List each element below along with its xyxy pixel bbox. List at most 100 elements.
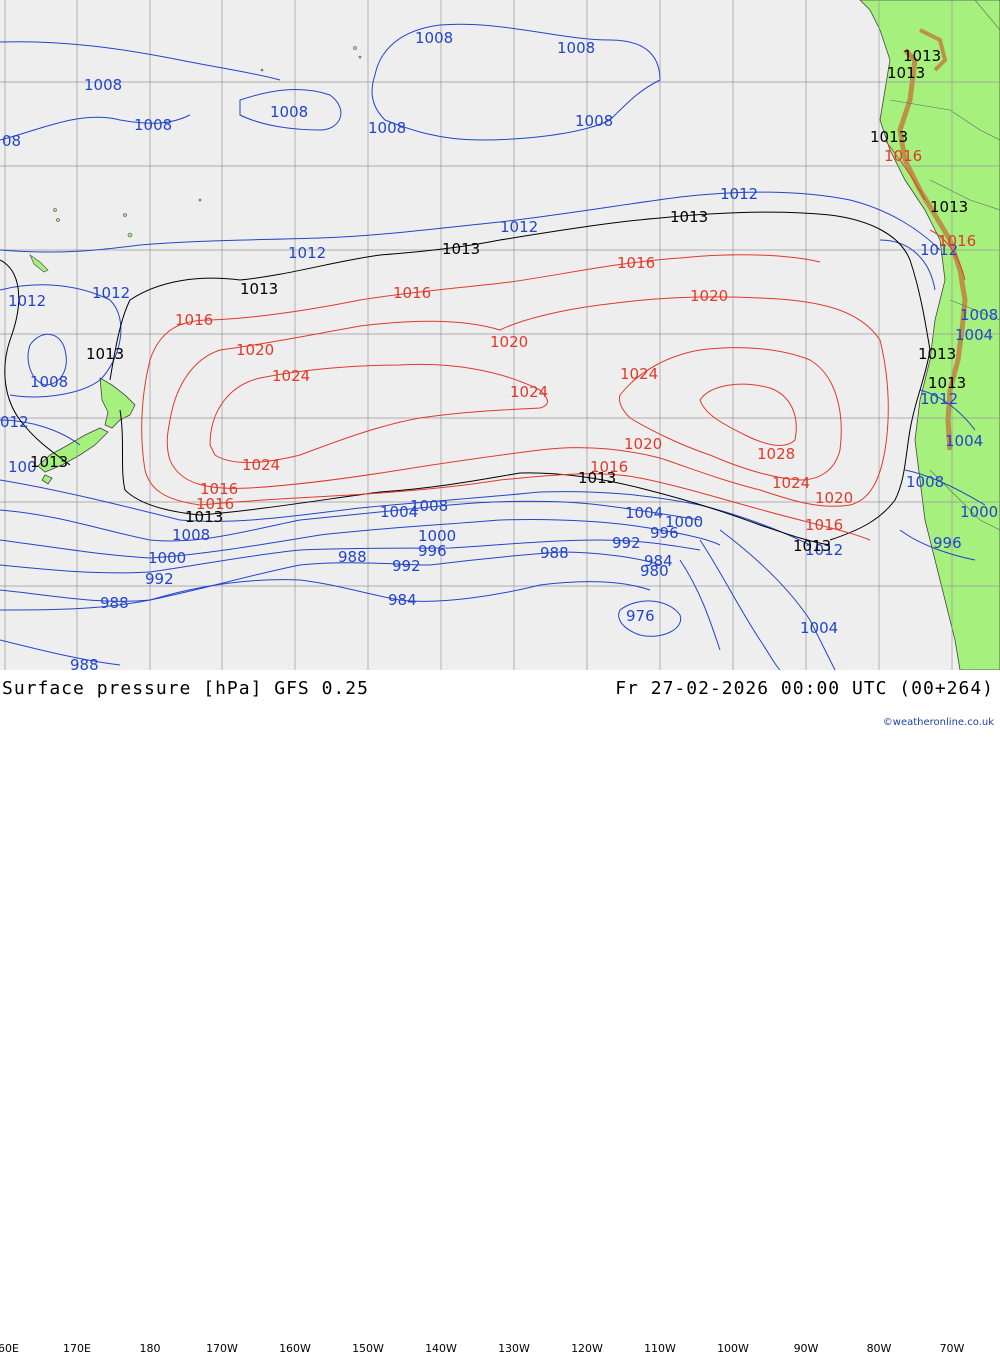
label-1008: 1008 bbox=[415, 29, 453, 47]
label-1013: 1013 bbox=[185, 508, 223, 526]
label-1013: 1013 bbox=[930, 198, 968, 216]
label-1013: 1013 bbox=[903, 47, 941, 65]
label-1004: 1004 bbox=[625, 504, 663, 522]
label-1000: 1000 bbox=[418, 527, 456, 545]
label-1024: 1024 bbox=[620, 365, 658, 383]
label-992: 992 bbox=[392, 557, 421, 575]
label-1013: 1013 bbox=[670, 208, 708, 226]
label-1008: 1008 bbox=[30, 373, 68, 391]
label-1004: 1004 bbox=[380, 503, 418, 521]
label-976: 976 bbox=[626, 607, 655, 625]
label-1008: 1008 bbox=[575, 112, 613, 130]
label-984: 984 bbox=[388, 591, 417, 609]
label-992: 992 bbox=[145, 570, 174, 588]
lon-label: 160W bbox=[279, 1342, 311, 1355]
label-1016: 1016 bbox=[805, 516, 843, 534]
label-1020: 1020 bbox=[490, 333, 528, 351]
lon-label: 170W bbox=[206, 1342, 238, 1355]
label-1020: 1020 bbox=[236, 341, 274, 359]
label-1008: 1008 bbox=[368, 119, 406, 137]
label-1016: 1016 bbox=[175, 311, 213, 329]
label-1024: 1024 bbox=[510, 383, 548, 401]
lat-lon-grid bbox=[0, 0, 1000, 670]
credit-link[interactable]: ©weatheronline.co.uk bbox=[882, 717, 994, 728]
label-1008: 1008 bbox=[410, 497, 448, 515]
ocean-background bbox=[0, 0, 1000, 670]
lon-label: 120W bbox=[571, 1342, 603, 1355]
label-1013: 1013 bbox=[578, 469, 616, 487]
label-1008: 1008 bbox=[906, 473, 944, 491]
label-1012: 1012 bbox=[288, 244, 326, 262]
lon-label: 150W bbox=[352, 1342, 384, 1355]
south-america-land bbox=[859, 0, 1000, 671]
lon-label: 90W bbox=[793, 1342, 819, 1355]
label-1013: 1013 bbox=[240, 280, 278, 298]
lon-label: 100W bbox=[717, 1342, 749, 1355]
map-canvas: 1008 1008 1008 1008 1008 1008 1008 08 10… bbox=[0, 0, 1000, 674]
label-988: 988 bbox=[540, 544, 569, 562]
label-1016: 1016 bbox=[393, 284, 431, 302]
map-title: Surface pressure [hPa] GFS 0.25 bbox=[2, 678, 369, 699]
mid-isobar-1013 bbox=[0, 211, 931, 546]
label-1013: 1013 bbox=[86, 345, 124, 363]
label-1024: 1024 bbox=[242, 456, 280, 474]
label-1000: 1000 bbox=[665, 513, 703, 531]
label-1008: 1008 bbox=[172, 526, 210, 544]
label-992: 992 bbox=[612, 534, 641, 552]
label-1000: 1000 bbox=[960, 503, 998, 521]
label-1012: 1012 bbox=[8, 292, 46, 310]
label-1024: 1024 bbox=[272, 367, 310, 385]
label-1004: 1004 bbox=[945, 432, 983, 450]
label-1012: 1012 bbox=[92, 284, 130, 302]
high-isobars bbox=[141, 139, 966, 541]
label-1016: 1016 bbox=[884, 147, 922, 165]
label-012: 012 bbox=[0, 413, 29, 431]
pressure-map: 1008 1008 1008 1008 1008 1008 1008 08 10… bbox=[0, 0, 1000, 674]
lon-label: 180 bbox=[139, 1342, 161, 1355]
label-996: 996 bbox=[418, 542, 447, 560]
lon-label: 140W bbox=[425, 1342, 457, 1355]
label-1020: 1020 bbox=[624, 435, 662, 453]
label-988: 988 bbox=[100, 594, 129, 612]
lon-label: 110W bbox=[644, 1342, 676, 1355]
lon-label: 70W bbox=[939, 1342, 965, 1355]
label-988: 988 bbox=[338, 548, 367, 566]
label-1008: 1008 bbox=[960, 306, 998, 324]
label-1013: 1013 bbox=[918, 345, 956, 363]
lon-label: 170E bbox=[63, 1342, 91, 1355]
label-08: 08 bbox=[2, 132, 21, 150]
label-996: 996 bbox=[933, 534, 962, 552]
lon-label: 160E bbox=[0, 1342, 19, 1355]
label-996: 996 bbox=[650, 524, 679, 542]
label-1008: 1008 bbox=[134, 116, 172, 134]
label-1013: 1013 bbox=[30, 453, 68, 471]
label-1013: 1013 bbox=[928, 374, 966, 392]
label-1012: 1012 bbox=[920, 241, 958, 259]
label-1020: 1020 bbox=[815, 489, 853, 507]
label-1008: 1008 bbox=[270, 103, 308, 121]
low-isobars bbox=[0, 23, 986, 671]
label-1012: 1012 bbox=[920, 390, 958, 408]
valid-time: Fr 27-02-2026 00:00 UTC (00+264) bbox=[615, 678, 994, 699]
label-988: 988 bbox=[70, 656, 99, 670]
label-1008: 1008 bbox=[557, 39, 595, 57]
label-1004: 1004 bbox=[800, 619, 838, 637]
label-980: 980 bbox=[640, 562, 669, 580]
label-1028: 1028 bbox=[757, 445, 795, 463]
label-1020: 1020 bbox=[690, 287, 728, 305]
new-zealand-land bbox=[37, 377, 136, 485]
label-1016: 1016 bbox=[617, 254, 655, 272]
label-1013: 1013 bbox=[442, 240, 480, 258]
label-1012: 1012 bbox=[720, 185, 758, 203]
label-1013: 1013 bbox=[887, 64, 925, 82]
label-1024: 1024 bbox=[772, 474, 810, 492]
lon-label: 80W bbox=[866, 1342, 892, 1355]
lon-label: 130W bbox=[498, 1342, 530, 1355]
label-1016: 1016 bbox=[938, 232, 976, 250]
label-1012: 1012 bbox=[805, 541, 843, 559]
label-1012: 1012 bbox=[500, 218, 538, 236]
label-1008: 1008 bbox=[84, 76, 122, 94]
label-100: 100 bbox=[8, 458, 37, 476]
pacific-islands bbox=[29, 46, 362, 273]
label-1004: 1004 bbox=[955, 326, 993, 344]
